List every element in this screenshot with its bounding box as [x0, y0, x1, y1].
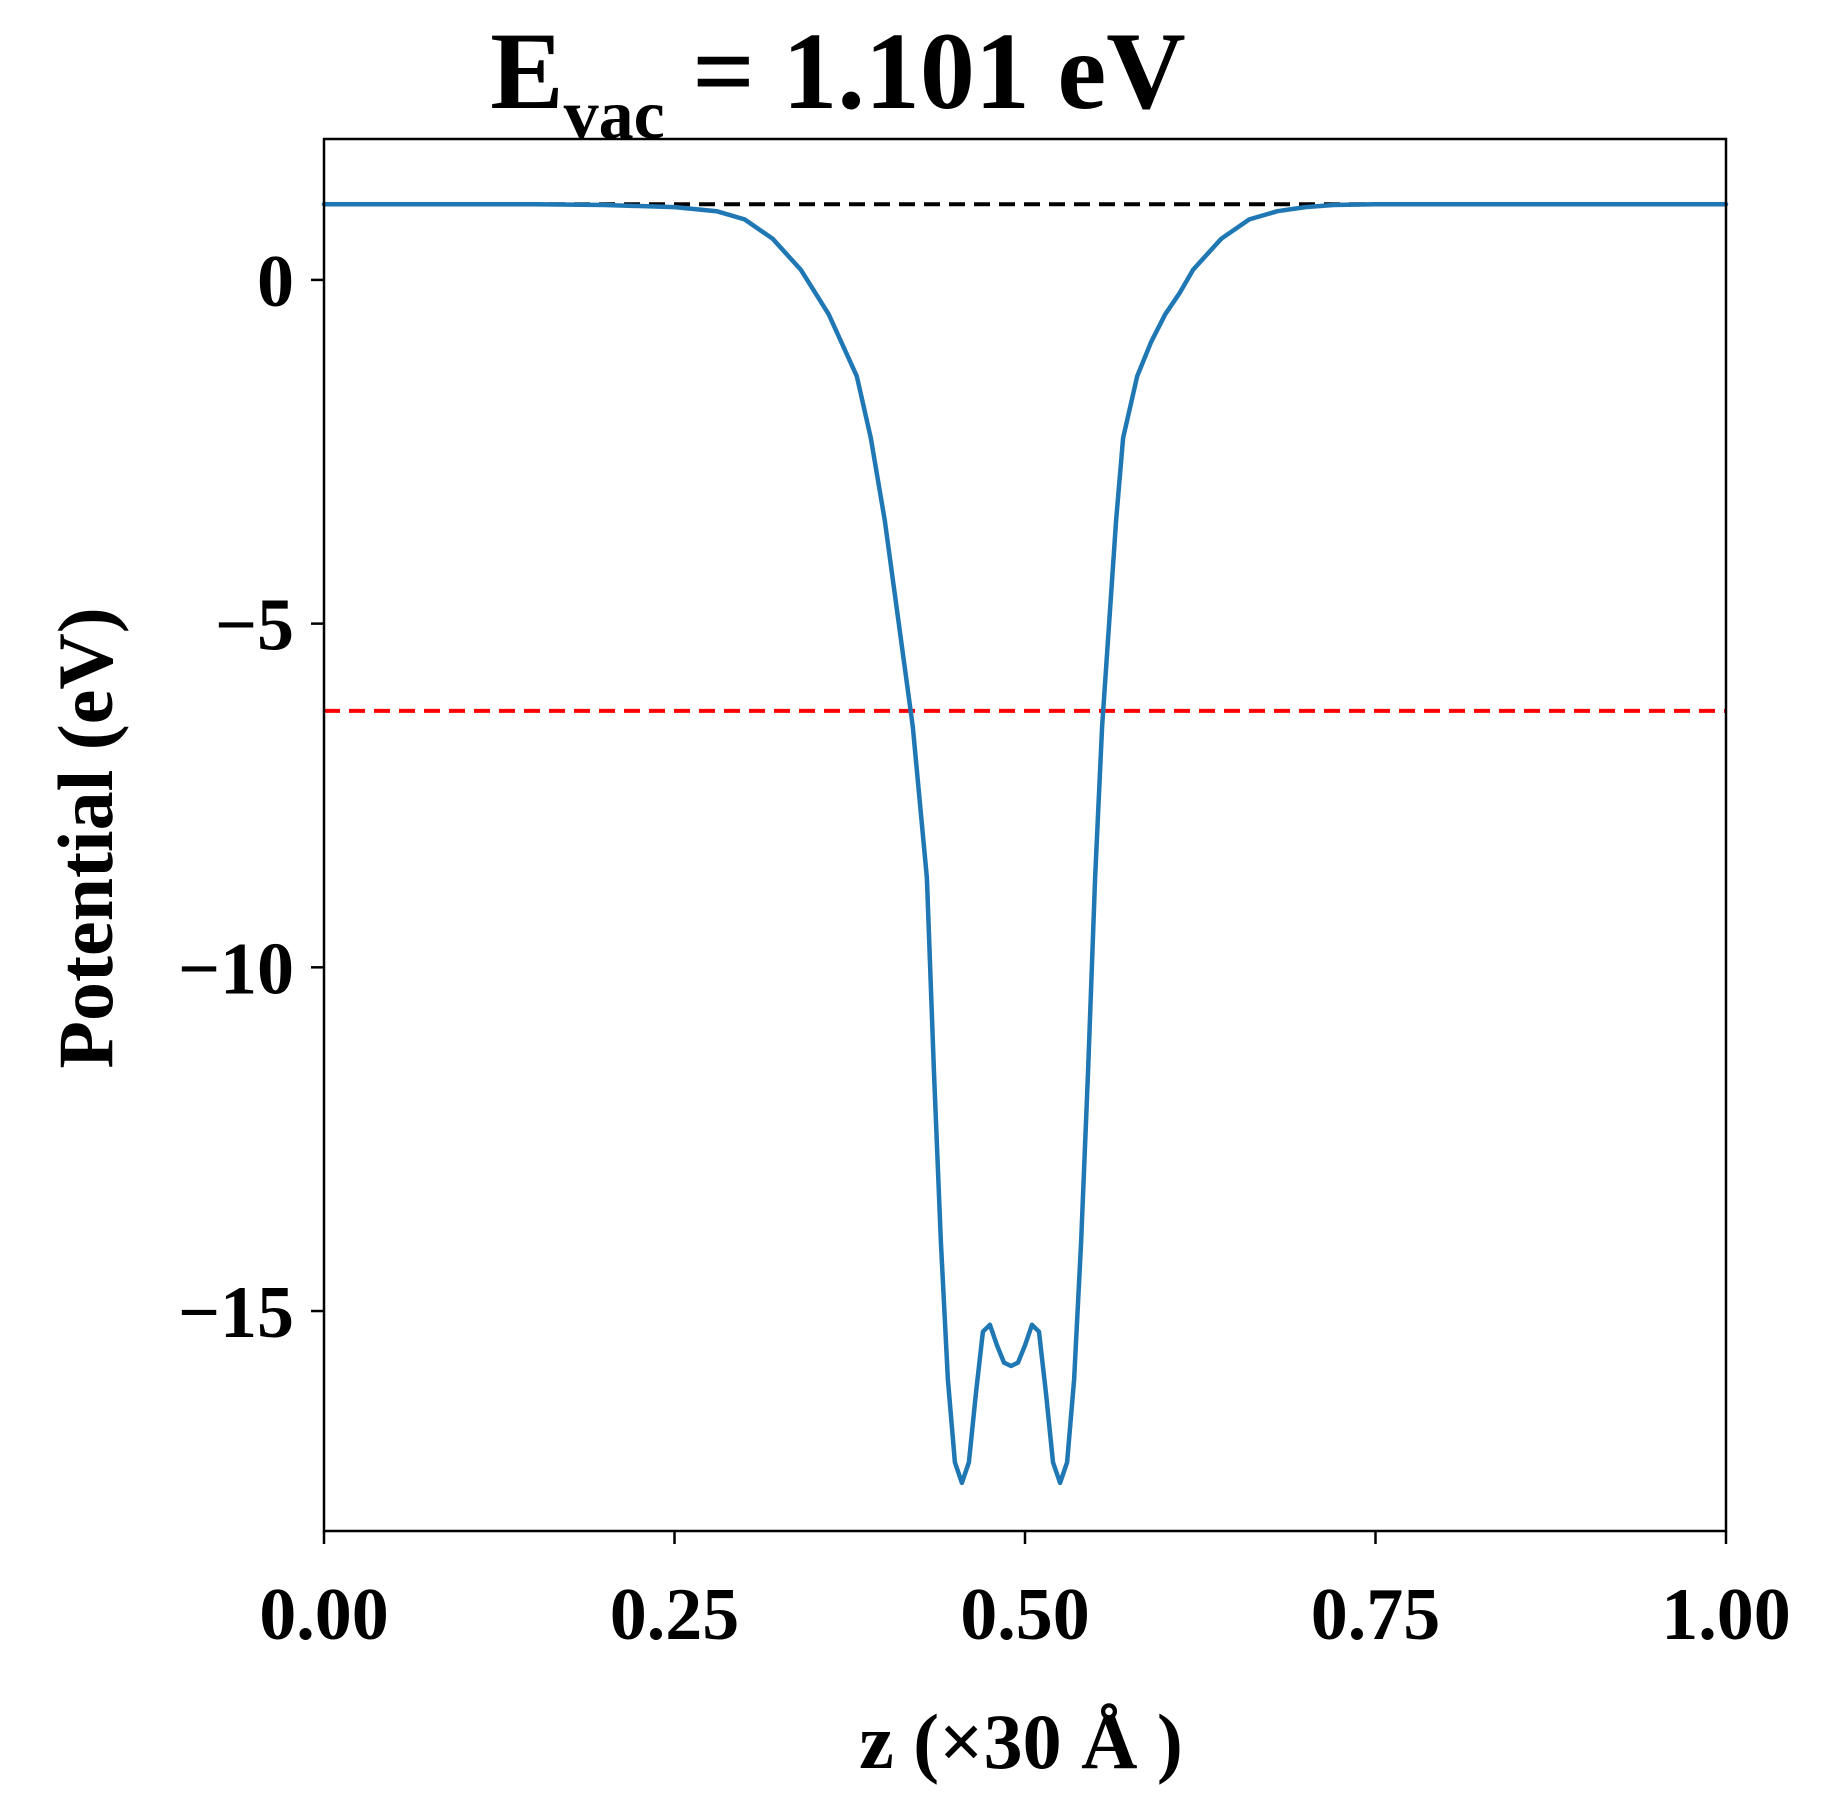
- y-tick-label: −15: [178, 1272, 294, 1354]
- x-tick-label: 0.75: [1311, 1574, 1441, 1656]
- plot-area: 0.00 0.25 0.50 0.75 1.00 0 −5 −10 −15: [178, 137, 1791, 1656]
- chart-title-main: E: [490, 10, 563, 132]
- x-tick-label: 0.50: [960, 1574, 1090, 1656]
- x-tick-label: 0.00: [259, 1574, 389, 1656]
- series-line-0: [321, 202, 1729, 1486]
- y-tick-label: 0: [257, 241, 294, 323]
- chart-title-subscript: vac: [564, 77, 665, 154]
- y-tick-label: −5: [215, 585, 294, 667]
- axes-frame: [322, 137, 1728, 1533]
- y-tick-label: −10: [178, 928, 294, 1010]
- chart-title-rest: = 1.101 eV: [665, 10, 1186, 132]
- x-tick-label: 0.25: [610, 1574, 740, 1656]
- x-axis-label: z (×30 Å ): [859, 1698, 1183, 1785]
- chart-title: Evac = 1.101 eV: [490, 10, 1185, 154]
- y-axis-label: Potential (eV): [42, 607, 129, 1068]
- x-tick-label: 1.00: [1661, 1574, 1791, 1656]
